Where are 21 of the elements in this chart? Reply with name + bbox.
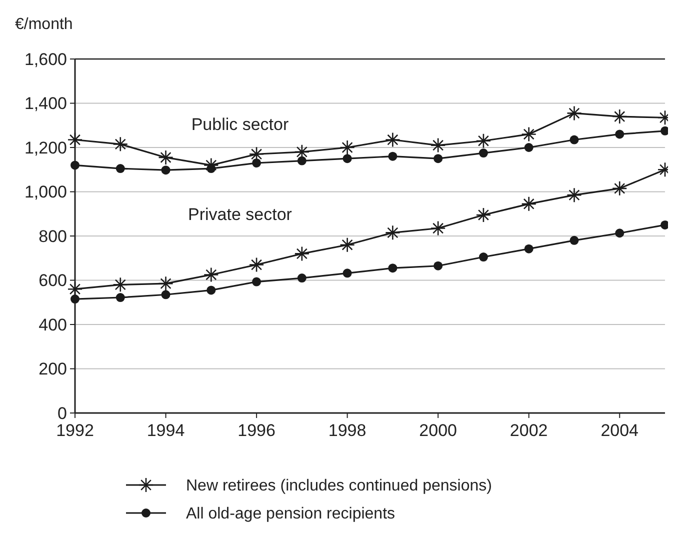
annotation: Private sector (188, 204, 292, 224)
y-tick-label: 800 (38, 226, 67, 246)
y-tick-label: 1,200 (24, 138, 67, 158)
legend-label: New retirees (includes continued pensions) (186, 478, 492, 495)
x-tick-label: 1996 (238, 421, 276, 440)
y-axis-title: €/month (15, 16, 73, 33)
x-tick-label: 1998 (328, 421, 366, 440)
y-tick-label: 0 (58, 404, 67, 423)
y-tick-label: 200 (38, 360, 67, 379)
x-tick-label: 1994 (146, 421, 185, 440)
legend-label: All old-age pension recipients (186, 506, 396, 523)
y-tick-label: 1,400 (24, 94, 67, 114)
annotation: Public sector (191, 114, 289, 134)
x-tick-label: 1992 (56, 421, 94, 440)
y-tick-label: 400 (38, 315, 67, 334)
y-tick-label: 1,000 (24, 182, 67, 202)
x-tick-label: 2004 (600, 421, 639, 440)
x-tick-label: 2000 (419, 421, 457, 440)
y-tick-label: 600 (38, 271, 67, 290)
x-tick-label: 2002 (510, 421, 548, 440)
y-tick-label: 1,600 (24, 50, 67, 69)
